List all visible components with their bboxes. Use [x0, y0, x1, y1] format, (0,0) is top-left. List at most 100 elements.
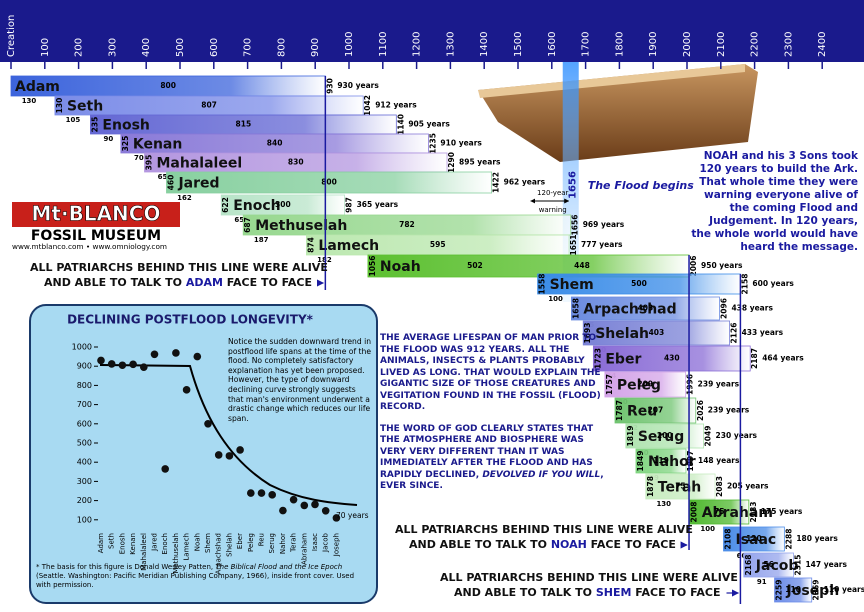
x-tick-label: Joseph [332, 533, 340, 557]
begat-age: 100 [548, 295, 563, 303]
begat-age: 182 [317, 256, 332, 264]
death-year: 987 [345, 197, 354, 213]
tick-label: 1500 [513, 32, 524, 57]
x-tick-label: Lamech [183, 533, 191, 561]
span-years: 75 [675, 482, 685, 491]
logo-box [12, 202, 180, 227]
birth-year: 874 [306, 237, 315, 253]
birth-year: 1723 [593, 348, 602, 369]
lifespan-label: 895 years [459, 158, 501, 167]
point [236, 446, 244, 454]
x-tick-label: Peleg [247, 533, 255, 552]
lifespan-label: 438 years [731, 304, 773, 313]
birth-year: 622 [221, 197, 230, 213]
x-tick-label: Shelah [225, 533, 233, 557]
tick-label: 2400 [817, 32, 828, 57]
point [300, 501, 309, 510]
span-years: 56 [763, 560, 773, 569]
name: SHEM [596, 586, 632, 599]
lifespan-label: 969 years [583, 220, 625, 229]
tick-label: 1600 [547, 32, 558, 57]
tick-label: 200 [74, 38, 85, 57]
begat-age: 70 [134, 154, 144, 162]
patriarch-name: Reu [627, 404, 657, 420]
lifespan-bar [645, 473, 716, 500]
lifespan-bar [723, 526, 785, 552]
lifespan-bar [689, 499, 750, 525]
lifespan-bar [592, 345, 751, 372]
point [150, 350, 159, 359]
birth-year: 130 [55, 98, 64, 114]
birth-year: 460 [166, 175, 175, 191]
text: (Seattle. Washington: Pacific Meridian P… [36, 572, 355, 589]
lifespan-label: 912 years [375, 101, 417, 110]
point [129, 360, 137, 369]
flood-year: 1656 [568, 171, 579, 199]
warning-label: warning [539, 206, 567, 214]
tick-label: 600 [209, 38, 220, 57]
patriarch-name: Shelah [595, 326, 649, 342]
tick-label: 100 [40, 38, 51, 57]
span-years: 800 [160, 81, 176, 90]
text: DEVOLVED IF YOU WILL [482, 469, 601, 480]
y-tick-label: 400 [77, 458, 92, 467]
tick-label: 2200 [750, 32, 761, 57]
span-years: 110 [785, 585, 801, 594]
death-year: 2288 [784, 529, 793, 550]
inset-box [29, 304, 378, 604]
x-tick-label: Serug [268, 533, 276, 554]
x-tick-label: Jared [151, 533, 159, 552]
text: AND ABLE TO TALK TO [44, 276, 186, 289]
tick-label: 1300 [445, 32, 456, 57]
ark-deck [478, 64, 745, 98]
span-years: 807 [201, 101, 217, 110]
paragraph: THE WORD OF GOD CLEARLY STATES THAT THE … [380, 424, 605, 493]
lifespan-label: 147 years [805, 560, 847, 569]
begat-age: 187 [254, 236, 269, 244]
y-tick-label: 100 [77, 515, 92, 524]
lifespan-label: 905 years [408, 120, 450, 129]
begat-age: 60 [737, 552, 747, 560]
birth-year: 1558 [538, 274, 547, 295]
tick-label: 2300 [783, 32, 794, 57]
lifespan-label: 930 years [337, 81, 379, 90]
point [257, 489, 266, 497]
death-year: 2006 [689, 256, 698, 277]
span-years: 430 [664, 354, 680, 363]
text: FACE TO FACE [631, 586, 720, 599]
death-year: 2049 [704, 426, 713, 447]
statement: AND ABLE TO TALK TO ADAM FACE TO FACE [44, 276, 312, 289]
statement: AND ABLE TO TALK TO NOAH FACE TO FACE [409, 538, 676, 551]
lifespan-label: 175 years [761, 507, 803, 516]
x-tick-label: Arpachshad [215, 533, 223, 575]
y-tick-label: 300 [77, 477, 92, 486]
point [214, 451, 223, 459]
text: , EVER SINCE. [380, 469, 604, 492]
point [225, 452, 234, 460]
death-year: 1235 [428, 133, 437, 154]
tick-label: 400 [141, 38, 152, 57]
death-year: 2126 [730, 323, 739, 344]
lifespan-bar [604, 371, 687, 398]
death-year: 1042 [363, 95, 372, 116]
begat-age: 105 [66, 116, 81, 124]
patriarch-name: Isaac [736, 532, 777, 548]
lifespan-label: 148 years [698, 456, 740, 465]
death-year: 1290 [447, 152, 456, 173]
statement: ALL PATRIARCHS BEHIND THIS LINE WERE ALI… [395, 523, 693, 536]
death-year: 1997 [686, 451, 695, 472]
begat-age: 90 [104, 135, 114, 143]
birth-year: 325 [121, 136, 130, 152]
death-year: 2158 [740, 274, 749, 295]
tick-label: 1700 [581, 32, 592, 57]
y-tick-label: 700 [77, 400, 92, 409]
death-year: 2026 [696, 400, 705, 421]
death-year: 1651 [569, 235, 578, 256]
text: THE WORD OF GOD CLEARLY STATES THAT THE … [380, 423, 594, 480]
logo-title: Mt·BLANCO [32, 202, 161, 226]
birth-year: 1658 [571, 298, 580, 319]
birth-year: 2168 [744, 555, 753, 576]
span-years: 500 [631, 279, 647, 288]
death-year: 1422 [492, 172, 501, 193]
